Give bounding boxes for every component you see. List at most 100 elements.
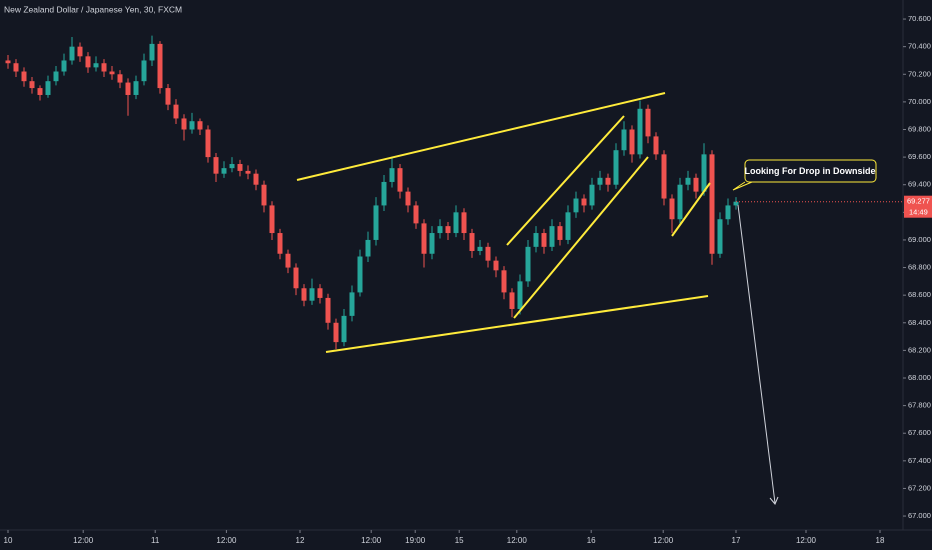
candle-body: [173, 104, 179, 119]
candle-body: [501, 270, 507, 293]
candle-body: [333, 322, 339, 343]
candle-body: [45, 81, 51, 95]
candle-body: [461, 212, 467, 234]
candle-body: [629, 129, 635, 155]
candle-body: [637, 108, 643, 155]
callout-box: [744, 159, 877, 183]
candle-body: [197, 121, 203, 130]
candle-body: [661, 154, 667, 199]
candle-body: [549, 226, 555, 247]
arrow-head: [769, 496, 779, 505]
candle-body: [93, 63, 99, 68]
candle-body: [533, 233, 539, 247]
y-tick-label: 68.600: [908, 290, 931, 299]
candle-body: [285, 253, 291, 268]
y-tick-label: 70.400: [908, 42, 931, 51]
x-tick-label: 16: [587, 536, 596, 545]
x-tick-label: 10: [4, 536, 13, 545]
x-tick-label: 19:00: [405, 536, 426, 545]
candle-body: [277, 233, 283, 254]
candle-body: [701, 154, 707, 192]
candle-body: [269, 205, 275, 234]
candle-body: [405, 191, 411, 206]
y-tick-label: 69.800: [908, 124, 931, 133]
candle-body: [165, 88, 171, 105]
candle-body: [213, 157, 219, 174]
y-tick-label: 68.200: [908, 345, 931, 354]
channel-line: [506, 115, 625, 246]
candle-body: [493, 260, 499, 271]
y-tick-label: 68.000: [908, 373, 931, 382]
candle-body: [669, 198, 675, 220]
x-tick-label: 12:00: [361, 536, 382, 545]
candle-body: [565, 212, 571, 240]
candle-body: [365, 239, 371, 257]
candle-body: [693, 177, 699, 192]
forecast-arrow: [737, 204, 776, 504]
candles: [5, 35, 739, 350]
candle-body: [517, 281, 523, 309]
y-tick-label: 69.400: [908, 180, 931, 189]
candle-body: [293, 267, 299, 289]
candle-body: [133, 81, 139, 95]
x-tick-label: 12:00: [73, 536, 94, 545]
y-tick-label: 67.800: [908, 401, 931, 410]
candle-body: [101, 63, 107, 72]
y-tick-label: 70.200: [908, 69, 931, 78]
candle-body: [229, 164, 235, 169]
candle-body: [149, 43, 155, 61]
x-tick-label: 17: [732, 536, 741, 545]
y-tick-label: 67.000: [908, 511, 931, 520]
callout-text: Looking For Drop in Downside: [745, 166, 876, 176]
candle-body: [13, 63, 19, 72]
candle-body: [181, 118, 187, 130]
candle-body: [725, 205, 731, 220]
candle-body: [541, 233, 547, 247]
trend-line: [296, 92, 666, 181]
trend-line: [325, 295, 709, 353]
candle-body: [53, 71, 59, 82]
candle-body: [357, 256, 363, 293]
candle-body: [5, 60, 11, 64]
candle-body: [245, 170, 251, 174]
x-tick-label: 12: [296, 536, 305, 545]
x-tick-label: 12:00: [653, 536, 674, 545]
candle-body: [421, 223, 427, 254]
y-tick-label: 67.600: [908, 428, 931, 437]
last-price-label: 69.277: [907, 197, 930, 206]
x-tick-label: 12:00: [796, 536, 817, 545]
candle-body: [253, 173, 259, 185]
candle-body: [221, 168, 227, 174]
y-tick-label: 68.400: [908, 318, 931, 327]
candle-body: [453, 212, 459, 234]
candle-body: [437, 226, 443, 234]
candle-body: [117, 74, 123, 83]
candle-body: [581, 198, 587, 206]
candle-body: [397, 168, 403, 192]
last-price-box: [904, 195, 932, 218]
candle-body: [157, 43, 163, 89]
candle-body: [301, 288, 307, 301]
candle-body: [237, 164, 243, 171]
candle-body: [261, 184, 267, 206]
candle-body: [469, 233, 475, 251]
x-tick-label: 11: [151, 536, 160, 545]
candle-body: [141, 60, 147, 82]
candle-body: [525, 246, 531, 282]
candle-body: [709, 154, 715, 254]
countdown-label: 14:49: [909, 208, 928, 217]
candle-body: [309, 288, 315, 301]
candle-body: [61, 60, 67, 72]
candle-body: [429, 233, 435, 254]
y-tick-label: 69.000: [908, 235, 931, 244]
candle-body: [21, 71, 27, 82]
candle-body: [557, 226, 563, 240]
chart-title: New Zealand Dollar / Japanese Yen, 30, F…: [4, 4, 182, 14]
candle-body: [645, 108, 651, 137]
y-tick-label: 68.800: [908, 263, 931, 272]
candle-body: [85, 56, 91, 68]
candle-body: [349, 292, 355, 316]
candle-body: [677, 184, 683, 220]
